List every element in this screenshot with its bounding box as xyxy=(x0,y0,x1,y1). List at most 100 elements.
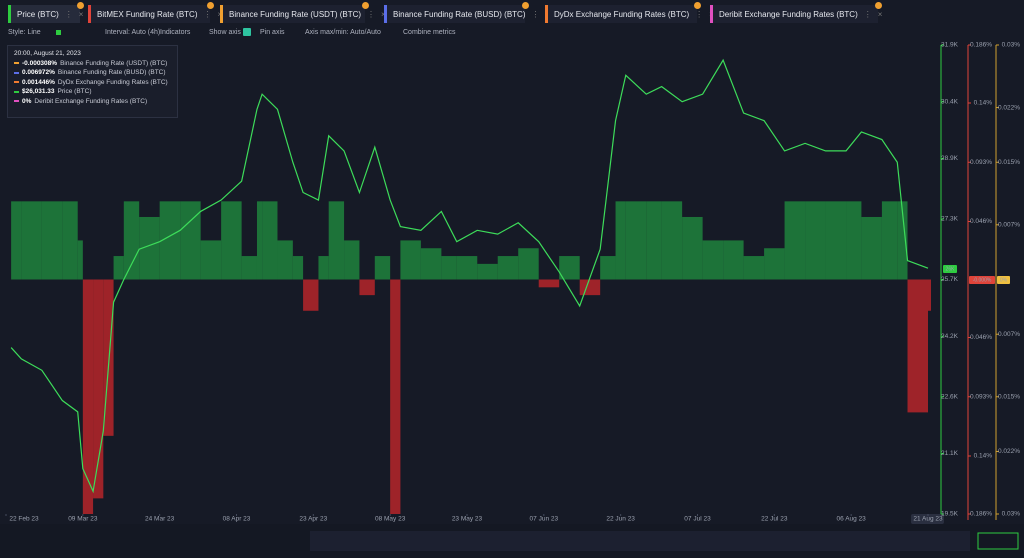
funding-bar xyxy=(420,248,442,280)
tab-icons[interactable]: ⋮× xyxy=(203,9,229,19)
y-tick-label: 21.1K xyxy=(941,450,959,457)
y3-tick-label: 0.186% xyxy=(970,511,992,518)
toolbar-combine[interactable]: Combine metrics xyxy=(403,29,456,36)
x-tick-label: 08 May 23 xyxy=(375,516,406,523)
funding-bar xyxy=(139,216,160,280)
tab-icons[interactable]: ⋮× xyxy=(531,9,557,19)
x-tick-label: 08 Apr 23 xyxy=(223,516,251,523)
axis-badge xyxy=(969,276,995,284)
funding-bar xyxy=(21,201,42,280)
funding-bar xyxy=(82,279,94,514)
x-tick-label: 23 May 23 xyxy=(452,516,483,523)
tab[interactable]: Price (BTC) ⋮× xyxy=(8,2,84,23)
y2-tick-label: 0.03% xyxy=(1002,42,1021,49)
toolbar-pin-axis[interactable]: Pin axis xyxy=(260,29,285,36)
tooltip-swatch xyxy=(14,71,19,74)
y2-tick-label: 0.03% xyxy=(1002,511,1021,518)
toolbar-axis-range[interactable]: Axis max/min: Auto/Auto xyxy=(305,29,381,36)
x-cursor-label-bg xyxy=(911,514,944,524)
y2-tick-label: 0.007% xyxy=(998,222,1020,229)
funding-bar xyxy=(113,256,124,280)
y3-tick-label: 0.186% xyxy=(970,42,992,49)
tab-badge xyxy=(522,2,529,9)
funding-bar xyxy=(825,201,847,280)
tab-badge xyxy=(77,2,84,9)
tooltip-swatch xyxy=(14,81,19,83)
funding-bar xyxy=(518,248,539,280)
toolbar-interval[interactable]: Interval: Auto (4h) xyxy=(105,29,161,36)
y3-tick-label: 0.046% xyxy=(970,218,992,225)
tab[interactable]: Deribit Exchange Funding Rates (BTC) ⋮× xyxy=(710,2,882,23)
funding-bar xyxy=(846,201,862,280)
tab[interactable]: Binance Funding Rate (BUSD) (BTC) ⋮× xyxy=(384,2,550,23)
x-tick-label: 06 Aug 23 xyxy=(837,516,867,523)
funding-bar xyxy=(861,216,882,280)
toolbar-show-axis[interactable]: Show axis xyxy=(209,29,241,36)
tooltip-value: $26,031.33 xyxy=(22,88,55,95)
funding-bar xyxy=(559,256,580,280)
y-tick-label: 27.3K xyxy=(941,216,959,223)
tab-label: Price (BTC) xyxy=(17,9,59,19)
funding-bar xyxy=(661,201,683,280)
funding-bar xyxy=(123,201,140,280)
funding-bar xyxy=(477,263,498,280)
tooltip-row: 0.006972% Binance Funding Rate (BUSD) (BT… xyxy=(14,69,171,76)
navigator[interactable] xyxy=(310,531,970,551)
funding-bar xyxy=(221,201,242,280)
x-tick-label: 07 Jul 23 xyxy=(684,516,711,523)
tooltip-value: 0.006972% xyxy=(22,69,55,76)
funding-bar xyxy=(11,201,22,280)
y2-tick-label: 0.015% xyxy=(998,159,1020,166)
tab[interactable]: Binance Funding Rate (USDT) (BTC) ⋮× xyxy=(220,2,386,23)
tooltip-row: 0.001446% DyDx Exchange Funding Rates (BT… xyxy=(14,79,171,86)
funding-bar xyxy=(600,256,616,280)
x-tick-label: 23 Apr 23 xyxy=(299,516,327,523)
tab-icons[interactable]: ⋮× xyxy=(863,9,889,19)
funding-bar xyxy=(41,201,63,280)
funding-bar xyxy=(881,201,898,280)
funding-bar xyxy=(77,240,83,280)
axis-badge xyxy=(997,276,1010,284)
y2-tick-label: 0.022% xyxy=(998,104,1020,111)
tooltip-value: 0% xyxy=(22,97,32,105)
axis-badge-label: 0% xyxy=(1000,277,1008,283)
tooltip-row: 0% Deribit Exchange Funding Rates (BTC) xyxy=(14,98,171,105)
tooltip-swatch xyxy=(14,100,19,102)
navigator-window[interactable] xyxy=(977,532,1019,550)
tooltip-name: Binance Funding Rate (BUSD) (BTC) xyxy=(57,69,166,76)
tab-icons[interactable]: ⋮× xyxy=(64,9,90,19)
tooltip-name: DyDx Exchange Funding Rates (BTC) xyxy=(57,78,168,86)
funding-bar xyxy=(615,201,626,280)
x-tick-label: 07 Jun 23 xyxy=(530,516,559,523)
funding-bar xyxy=(805,201,826,280)
y3-tick-label: 0.093% xyxy=(970,159,992,166)
tab-icons[interactable]: ⋮× xyxy=(695,9,720,19)
funding-bar xyxy=(374,256,391,280)
tooltip-value: -0.000308% xyxy=(22,59,58,67)
tab-badge xyxy=(694,2,701,9)
funding-bar xyxy=(180,201,201,280)
tab[interactable]: BitMEX Funding Rate (BTC) ⋮× xyxy=(88,2,222,23)
tab-icons[interactable]: ⋮× xyxy=(367,9,392,19)
tab-label: Deribit Exchange Funding Rates (BTC) xyxy=(719,9,858,19)
funding-bar xyxy=(292,256,304,280)
style-color[interactable] xyxy=(56,30,61,35)
y-tick-label: 28.9K xyxy=(941,155,959,162)
funding-bar xyxy=(390,279,401,514)
funding-bar xyxy=(303,279,319,311)
toolbar-indicators[interactable]: Indicators xyxy=(160,29,191,36)
tooltip-name: Binance Funding Rate (USDT) (BTC) xyxy=(60,59,168,67)
show-axis-checkbox[interactable] xyxy=(243,28,251,36)
tab[interactable]: DyDx Exchange Funding Rates (BTC) ⋮× xyxy=(545,2,714,23)
y-tick-label: 25.7K xyxy=(941,276,959,283)
x-tick-label: 22 Jun 23 xyxy=(606,516,635,523)
funding-bar xyxy=(682,216,703,280)
tab-label: BitMEX Funding Rate (BTC) xyxy=(97,9,198,19)
tab-label: DyDx Exchange Funding Rates (BTC) xyxy=(554,9,690,19)
toolbar-style[interactable]: Style: Line xyxy=(8,29,41,36)
y-tick-label: 24.2K xyxy=(941,333,959,340)
funding-bar xyxy=(256,201,263,280)
axis-badge xyxy=(943,265,957,273)
tooltip-row: $26,031.33 Price (BTC) xyxy=(14,88,171,95)
